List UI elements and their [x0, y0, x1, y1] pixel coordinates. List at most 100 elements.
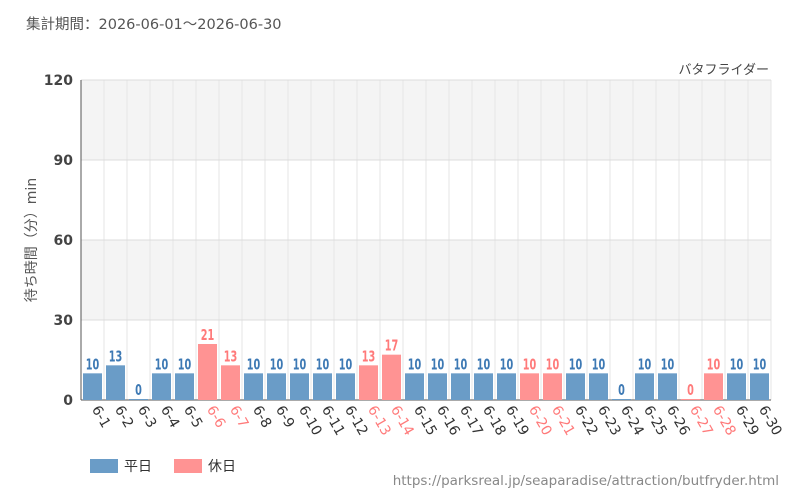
x-tick-label: 6-25 [640, 403, 670, 439]
bar-value-label: 10 [86, 357, 100, 374]
legend-holiday: 休日 [174, 456, 236, 476]
bar-value-label: 10 [638, 357, 652, 374]
x-tick-label: 6-4 [157, 403, 182, 431]
bar [129, 399, 148, 400]
bar [497, 373, 516, 400]
source-url[interactable]: https://parksreal.jp/seaparadise/attract… [392, 473, 779, 489]
x-tick-label: 6-3 [134, 403, 159, 431]
x-tick-label: 6-1 [88, 403, 113, 431]
bar-value-label: 10 [477, 357, 491, 374]
x-tick-label: 6-19 [502, 403, 532, 439]
x-tick-label: 6-15 [410, 403, 440, 439]
bar-value-label: 10 [339, 357, 353, 374]
x-tick-label: 6-11 [318, 403, 348, 439]
x-tick-label: 6-18 [479, 403, 509, 439]
bar [727, 373, 746, 400]
x-tick-label: 6-16 [433, 403, 463, 439]
x-tick-label: 6-28 [709, 403, 739, 439]
bar [198, 344, 217, 400]
bar [451, 373, 470, 400]
y-tick-label: 0 [63, 393, 73, 409]
bar-value-label: 10 [178, 357, 192, 374]
bar-value-label: 10 [431, 357, 445, 374]
chart-title: バタフライダー [679, 63, 769, 78]
y-tick-labels: 0 30 60 90 120 [44, 73, 73, 409]
bar [566, 373, 585, 400]
x-tick-label: 6-2 [111, 403, 136, 431]
grid-lines [80, 79, 772, 401]
y-tick-label: 30 [54, 313, 74, 329]
bar [359, 365, 378, 400]
bar-value-label: 10 [707, 357, 721, 374]
x-tick-label: 6-30 [755, 403, 785, 439]
bar-value-label: 10 [454, 357, 468, 374]
x-tick-label: 6-7 [226, 403, 251, 431]
bar [221, 365, 240, 400]
bar [704, 373, 723, 400]
x-tick-label: 6-9 [272, 403, 297, 431]
bar [543, 373, 562, 400]
legend-holiday-swatch [174, 459, 202, 473]
y-tick-label: 60 [54, 233, 74, 249]
bar-chart: 10 13 0 10 10 21 13 10 10 10 10 10 13 17 10 10 10 10 10 10 1… [24, 63, 785, 439]
x-tick-label: 6-20 [525, 403, 555, 439]
bar [336, 373, 355, 400]
bar-value-label: 0 [687, 382, 694, 399]
bar [405, 373, 424, 400]
bar [658, 373, 677, 400]
period-label: 集計期間：2026-06-01～2026-06-30 [26, 17, 282, 33]
bar [681, 399, 700, 400]
bar-value-label: 0 [135, 382, 142, 399]
bar-value-label: 10 [316, 357, 330, 374]
bar-value-label: 10 [270, 357, 284, 374]
bar [750, 373, 769, 400]
bar-value-label: 10 [247, 357, 261, 374]
bar-value-label: 10 [500, 357, 514, 374]
y-tick-label: 120 [44, 73, 73, 89]
bar [313, 373, 332, 400]
bar [474, 373, 493, 400]
bar [612, 399, 631, 400]
bar-value-label: 10 [730, 357, 744, 374]
x-tick-label: 6-23 [594, 403, 624, 439]
bar [244, 373, 263, 400]
bar-value-label: 10 [523, 357, 537, 374]
x-tick-label: 6-5 [180, 403, 205, 431]
bar [520, 373, 539, 400]
bar [152, 373, 171, 400]
bar-value-label: 0 [618, 382, 625, 399]
bar-value-label: 10 [661, 357, 675, 374]
bar-value-label: 13 [362, 349, 376, 366]
x-tick-label: 6-29 [732, 403, 762, 439]
bar-value-label: 13 [224, 349, 238, 366]
bar [635, 373, 654, 400]
legend-weekday-label: 平日 [124, 459, 152, 475]
bar-value-label: 13 [109, 349, 123, 366]
bar-value-label: 10 [408, 357, 422, 374]
x-tick-label: 6-14 [387, 403, 417, 439]
x-tick-label: 6-26 [663, 403, 693, 439]
x-tick-label: 6-21 [548, 403, 578, 439]
bar-value-label: 10 [592, 357, 606, 374]
bar-value-label: 10 [753, 357, 767, 374]
bar [290, 373, 309, 400]
bar [267, 373, 286, 400]
bar [382, 354, 401, 400]
x-tick-label: 6-22 [571, 403, 601, 439]
bar-value-label: 10 [569, 357, 583, 374]
bar [106, 365, 125, 400]
x-tick-label: 6-12 [341, 403, 371, 439]
legend-weekday: 平日 [90, 456, 152, 476]
x-tick-label: 6-24 [617, 403, 647, 439]
bar [83, 373, 102, 400]
bar [589, 373, 608, 400]
y-axis-label: 待ち時間（分）min [24, 178, 40, 302]
x-tick-label: 6-27 [686, 403, 716, 439]
bar-value-label: 10 [293, 357, 307, 374]
bar-value-label: 10 [155, 357, 169, 374]
y-tick-label: 90 [54, 153, 74, 169]
bar-value-label: 21 [201, 327, 215, 344]
bars [83, 344, 769, 400]
value-labels: 10 13 0 10 10 21 13 10 10 10 10 10 13 17 10 10 10 10 10 10 1… [86, 327, 767, 399]
x-tick-label: 6-13 [364, 403, 394, 439]
